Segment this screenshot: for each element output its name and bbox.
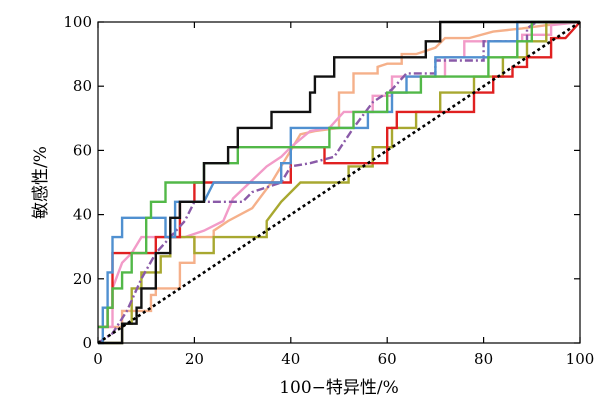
plot-frame: [97, 21, 581, 344]
axes-layer: 0 20 40 60 80 100 0 20 40 60 80 100: [63, 13, 594, 368]
y-tick-label: 20: [73, 270, 92, 288]
roc-series-line-7: [98, 20, 580, 329]
roc-series-line-1: [98, 20, 581, 329]
roc-series-line-2: [98, 20, 581, 329]
y-axis-title: 敏感性/%: [31, 146, 51, 219]
roc-series-line-4: [98, 21, 581, 329]
reference-diagonal-line: [97, 20, 581, 345]
x-tick-label: 0: [93, 350, 103, 368]
y-tick-label: 40: [73, 206, 92, 224]
x-tick-label: 80: [474, 350, 493, 368]
x-tick-label: 20: [185, 350, 204, 368]
x-axis-title: 100−特异性/%: [279, 378, 399, 398]
x-tick-label: 100: [566, 350, 595, 368]
roc-series-line-8: [98, 20, 580, 345]
series-layer: [97, 20, 581, 345]
y-tick-label: 80: [73, 77, 92, 95]
x-tick-label: 60: [378, 350, 397, 368]
y-tick-label: 60: [73, 141, 92, 159]
y-tick-label: 100: [63, 13, 92, 31]
x-tick-label: 40: [281, 350, 300, 368]
roc-series-line-5: [97, 20, 580, 345]
roc-series-line-6: [98, 20, 580, 345]
y-tick-label: 0: [82, 334, 92, 352]
